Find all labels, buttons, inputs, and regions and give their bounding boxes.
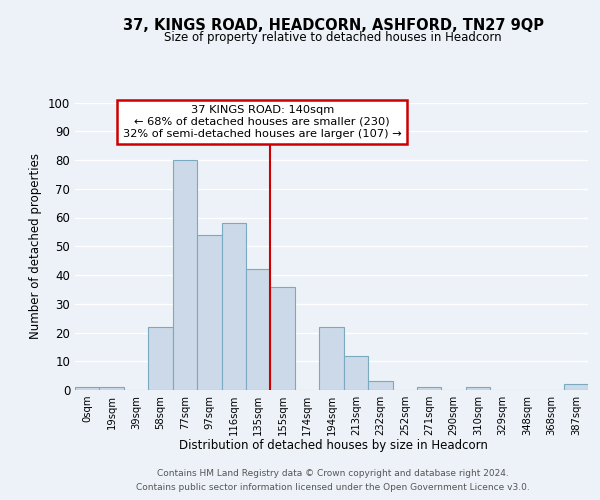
Text: 37 KINGS ROAD: 140sqm
← 68% of detached houses are smaller (230)
32% of semi-det: 37 KINGS ROAD: 140sqm ← 68% of detached … bbox=[123, 106, 401, 138]
Bar bbox=[466, 387, 490, 390]
Bar bbox=[173, 160, 197, 390]
Bar bbox=[271, 286, 295, 390]
Bar bbox=[563, 384, 588, 390]
Bar bbox=[368, 382, 392, 390]
Bar bbox=[246, 269, 271, 390]
Text: Size of property relative to detached houses in Headcorn: Size of property relative to detached ho… bbox=[164, 31, 502, 44]
Bar bbox=[197, 235, 221, 390]
Text: Contains HM Land Registry data © Crown copyright and database right 2024.: Contains HM Land Registry data © Crown c… bbox=[157, 470, 509, 478]
Bar bbox=[148, 327, 173, 390]
Bar bbox=[319, 327, 344, 390]
Bar bbox=[100, 387, 124, 390]
Text: 37, KINGS ROAD, HEADCORN, ASHFORD, TN27 9QP: 37, KINGS ROAD, HEADCORN, ASHFORD, TN27 … bbox=[122, 18, 544, 32]
Bar bbox=[344, 356, 368, 390]
Text: Contains public sector information licensed under the Open Government Licence v3: Contains public sector information licen… bbox=[136, 483, 530, 492]
Bar bbox=[75, 387, 100, 390]
Bar bbox=[221, 223, 246, 390]
Y-axis label: Number of detached properties: Number of detached properties bbox=[29, 153, 43, 340]
Bar bbox=[417, 387, 442, 390]
Text: Distribution of detached houses by size in Headcorn: Distribution of detached houses by size … bbox=[179, 440, 487, 452]
